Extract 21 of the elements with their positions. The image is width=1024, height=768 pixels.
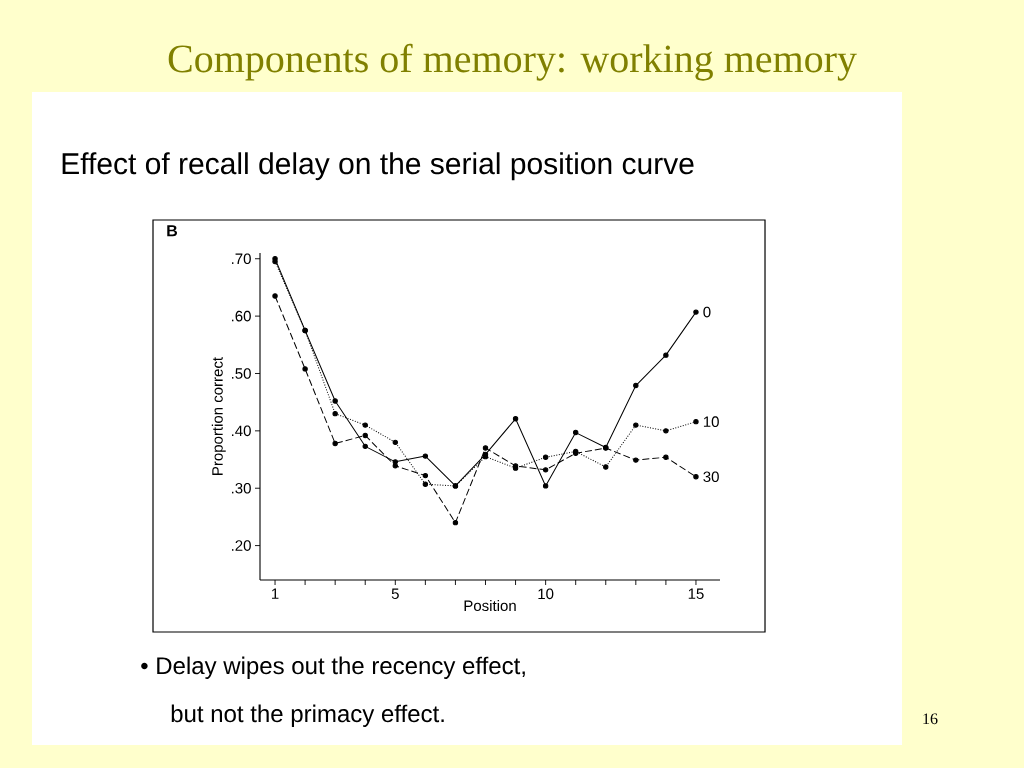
x-tick-label: 1 — [272, 588, 279, 599]
x-axis-title: Position — [464, 600, 516, 612]
y-axis-title: Proportion correct — [211, 357, 226, 475]
text: • Delay wipes out the recency effect, — [141, 656, 525, 679]
chart-title: Components of memory: working memory — [168, 43, 857, 81]
y-tick-label: .50 — [231, 368, 251, 379]
chart-subtitle: Effect of recall delay on the serial position curve — [62, 152, 694, 181]
series-label: 10 — [703, 416, 719, 427]
x-tick-label: 5 — [391, 588, 399, 599]
x-tick-label: 10 — [538, 588, 554, 600]
y-tick-label: .20 — [231, 540, 251, 551]
text: 16 — [923, 713, 938, 725]
series-label: 0 — [703, 306, 711, 318]
y-tick-label: .60 — [231, 310, 251, 322]
y-tick-label: .70 — [231, 253, 251, 265]
x-tick-label: 15 — [688, 588, 704, 599]
series-label: 30 — [703, 471, 719, 483]
y-tick-label: .40 — [231, 425, 251, 437]
text: but not the primacy effect. — [171, 704, 444, 727]
y-tick-label: .30 — [231, 482, 251, 494]
text: B — [167, 225, 178, 237]
